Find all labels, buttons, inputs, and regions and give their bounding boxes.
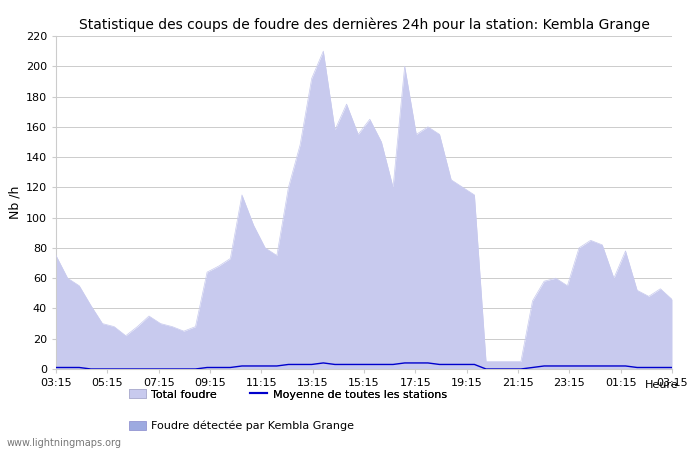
Title: Statistique des coups de foudre des dernières 24h pour la station: Kembla Grange: Statistique des coups de foudre des dern… xyxy=(78,18,650,32)
Y-axis label: Nb /h: Nb /h xyxy=(8,186,22,219)
Text: www.lightningmaps.org: www.lightningmaps.org xyxy=(7,438,122,448)
Legend: Foudre détectée par Kembla Grange: Foudre détectée par Kembla Grange xyxy=(125,416,358,436)
Legend: Total foudre, Moyenne de toutes les stations: Total foudre, Moyenne de toutes les stat… xyxy=(125,385,451,404)
Text: Heure: Heure xyxy=(645,380,679,390)
